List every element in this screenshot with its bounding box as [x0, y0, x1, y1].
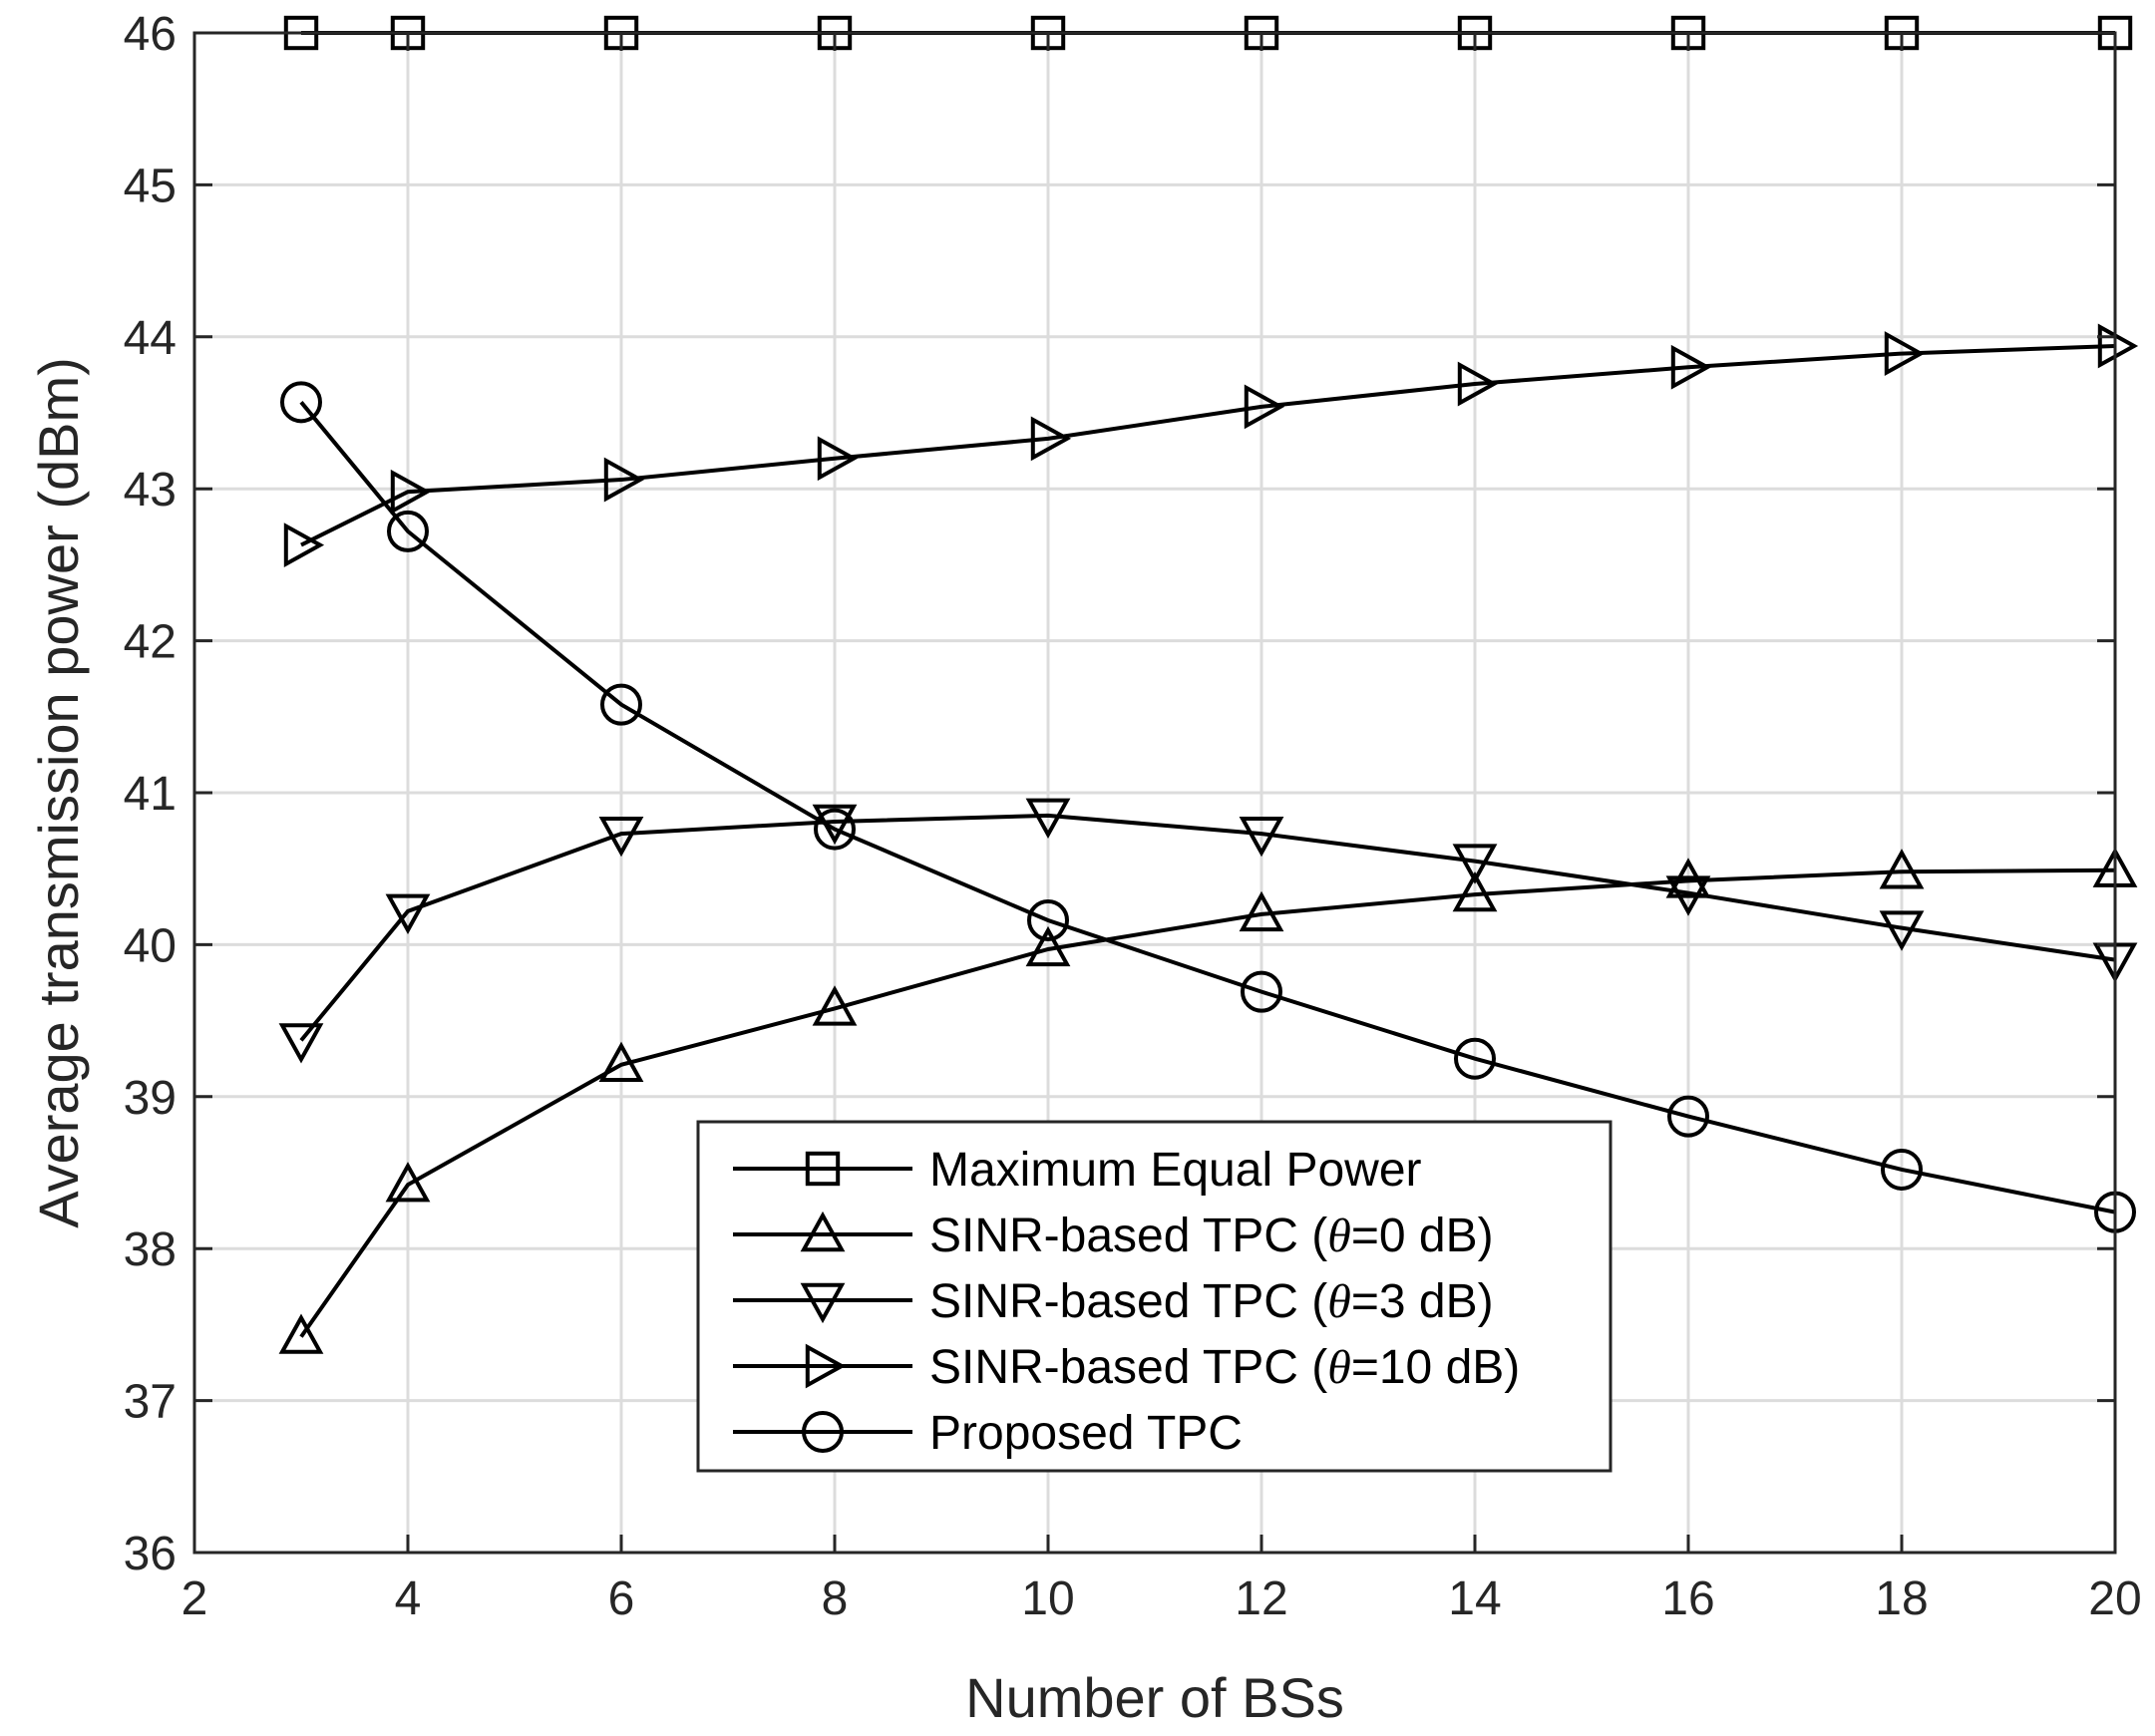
legend-label: SINR-based TPC (θ=10 dB) [929, 1341, 1520, 1394]
legend-entry: SINR-based TPC (θ=10 dB) [733, 1341, 1520, 1394]
legend-label-text: SINR-based TPC ( [929, 1210, 1327, 1262]
legend-entry: Proposed TPC [733, 1407, 1243, 1460]
series-line [299, 868, 2116, 1338]
data-point [1667, 1095, 1709, 1138]
x-tick-label: 8 [822, 1572, 849, 1625]
data-point [1025, 798, 1071, 839]
data-point [1027, 899, 1069, 942]
y-tick-label: 43 [124, 464, 177, 517]
legend-box [696, 1120, 1613, 1473]
data-point [1879, 910, 1925, 951]
legend-label: SINR-based TPC (θ=0 dB) [929, 1210, 1494, 1262]
legend-label-text: SINR-based TPC ( [929, 1341, 1327, 1394]
data-point [598, 816, 644, 858]
series-5 [280, 381, 2136, 1233]
series-line [299, 813, 2116, 1042]
data-point [2097, 323, 2139, 369]
data-point [278, 1023, 324, 1064]
data-point [1879, 849, 1925, 889]
y-tick-label: 38 [124, 1223, 177, 1276]
data-point [385, 1162, 431, 1203]
legend-entry: SINR-based TPC (θ=0 dB) [733, 1210, 1494, 1262]
data-point [1454, 1037, 1496, 1080]
x-tick-label: 20 [2088, 1572, 2141, 1625]
data-point [812, 985, 858, 1026]
data-point [385, 893, 431, 934]
data-point [390, 469, 432, 515]
data-point [1025, 925, 1071, 967]
legend-label-suffix: =3 dB) [1351, 1275, 1494, 1328]
legend-label-suffix: =10 dB) [1351, 1341, 1520, 1394]
data-point [600, 683, 642, 726]
data-point [1881, 1148, 1923, 1191]
legend-marker [805, 1151, 841, 1187]
y-tick-label: 46 [124, 8, 177, 61]
y-tick-label: 40 [124, 919, 177, 972]
data-point [387, 510, 429, 552]
data-point [598, 1041, 644, 1082]
legend-label-text: SINR-based TPC ( [929, 1275, 1327, 1328]
x-axis-title: Number of BSs [965, 1666, 1344, 1729]
legend-marker [800, 1282, 846, 1324]
data-point [283, 522, 325, 567]
x-tick-label: 10 [1021, 1572, 1074, 1625]
data-point [1884, 331, 1926, 376]
y-tick-label: 45 [124, 160, 177, 212]
grid [194, 33, 2115, 1553]
legend-entry: Maximum Equal Power [733, 1144, 1422, 1197]
data-point [817, 436, 859, 482]
legend-label: SINR-based TPC (θ=3 dB) [929, 1275, 1494, 1328]
data-point [1665, 875, 1711, 916]
data-point [603, 457, 645, 503]
legend-label-theta: θ [1327, 1210, 1351, 1262]
data-point [1452, 844, 1498, 884]
y-tick-label: 44 [124, 312, 177, 365]
data-point [1670, 344, 1712, 390]
y-tick-label: 39 [124, 1072, 177, 1125]
legend-marker [805, 1343, 847, 1389]
data-point [1452, 870, 1498, 912]
legend-marker [802, 1411, 844, 1453]
y-tick-label: 42 [124, 616, 177, 669]
series-4 [283, 323, 2139, 567]
x-tick-label: 18 [1875, 1572, 1928, 1625]
series-line [300, 343, 2116, 547]
x-tick-label: 2 [181, 1572, 208, 1625]
y-tick-label: 41 [124, 768, 177, 821]
data-point [1239, 890, 1284, 932]
y-tick-label: 36 [124, 1528, 177, 1580]
data-point [1241, 970, 1282, 1013]
series-line [299, 401, 2116, 1215]
data-point [1239, 816, 1284, 858]
legend-label: Proposed TPC [929, 1407, 1243, 1460]
data-point [1244, 384, 1285, 430]
legend-label-theta: θ [1327, 1341, 1351, 1394]
y-axis-title: Average transmission power (dBm) [27, 357, 90, 1228]
series-2 [278, 847, 2138, 1354]
data-point [1457, 361, 1499, 407]
data-point [814, 808, 856, 851]
legend-entry: SINR-based TPC (θ=3 dB) [733, 1275, 1494, 1328]
legend-label-theta: θ [1327, 1275, 1351, 1328]
x-tick-label: 6 [608, 1572, 635, 1625]
data-point [278, 1313, 324, 1354]
series-3 [278, 798, 2138, 1064]
legend-label-suffix: =0 dB) [1351, 1210, 1494, 1262]
data-point [280, 381, 322, 424]
legend-label-text: Maximum Equal Power [929, 1144, 1422, 1197]
x-tick-label: 14 [1448, 1572, 1501, 1625]
x-tick-label: 12 [1235, 1572, 1287, 1625]
legend-marker [800, 1211, 846, 1252]
x-tick-label: 4 [395, 1572, 422, 1625]
y-tick-label: 37 [124, 1376, 177, 1429]
x-tick-label: 16 [1661, 1572, 1714, 1625]
legend-label-text: Proposed TPC [929, 1407, 1243, 1460]
data-point [1030, 416, 1072, 462]
legend-label: Maximum Equal Power [929, 1144, 1422, 1197]
